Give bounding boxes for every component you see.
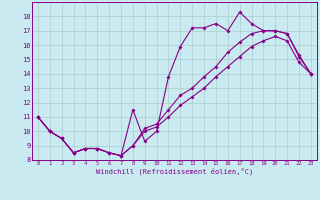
X-axis label: Windchill (Refroidissement éolien,°C): Windchill (Refroidissement éolien,°C) — [96, 168, 253, 175]
